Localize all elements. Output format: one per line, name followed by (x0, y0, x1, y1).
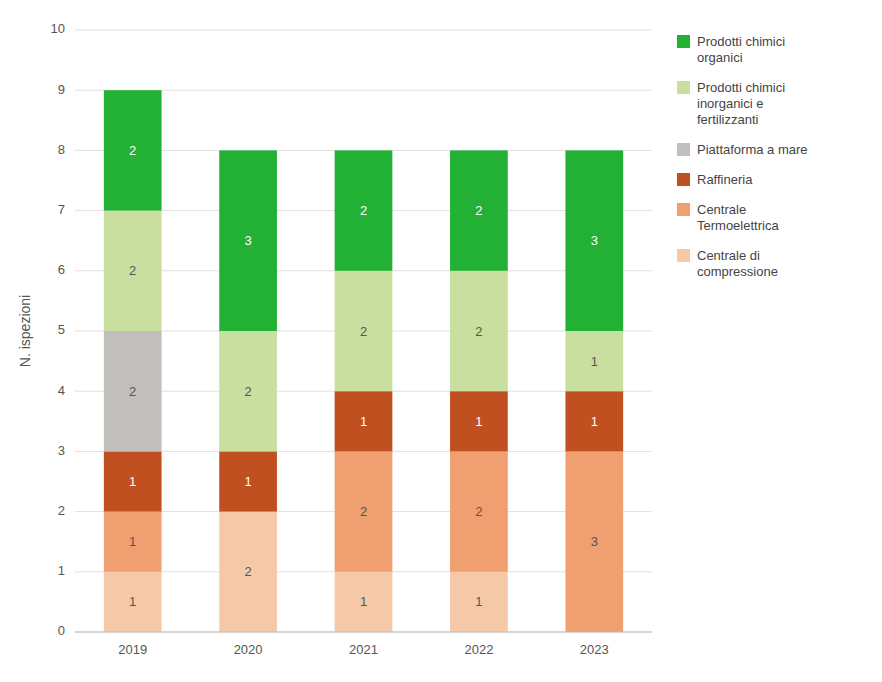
legend-label-line: Prodotti chimici (697, 34, 785, 49)
grid-line (75, 30, 652, 31)
legend-label-line: Prodotti chimici (697, 80, 785, 95)
data-label: 2 (475, 324, 482, 339)
data-label: 1 (591, 354, 598, 369)
x-tick-label: 2021 (349, 642, 378, 657)
data-label: 2 (244, 564, 251, 579)
bar-segment (565, 391, 623, 451)
legend-label-line: Centrale di (697, 248, 760, 263)
data-label: 1 (244, 474, 251, 489)
legend-swatch (677, 249, 690, 262)
data-label: 3 (244, 233, 251, 248)
legend-label: Raffineria (697, 172, 753, 187)
y-tick-label: 10 (51, 21, 65, 36)
bar-segment (335, 391, 393, 451)
legend-swatch (677, 81, 690, 94)
data-label: 2 (129, 143, 136, 158)
data-labels: 1 2 1 1 1 2 2 3 1 1 1 1 1 2 2 2 2 2 1 2 3 2 2 3 (129, 143, 598, 610)
legend-swatch (677, 143, 690, 156)
bar-segment (450, 150, 508, 270)
bar-segment (565, 331, 623, 391)
bar-segment (219, 331, 277, 451)
bar-segment (565, 150, 623, 331)
chart: 0 1 2 3 4 5 6 7 8 9 10 1 2 1 1 1 2 2 3 1 1 1 1 1 2 2 2 2 2 1 2 3 2 2 3 2019… (0, 0, 882, 682)
x-tick-label: 2023 (580, 642, 609, 657)
legend-label-line: Raffineria (697, 172, 753, 187)
page: {"chart_data": { "type": "bar", "stacked… (0, 0, 882, 682)
legend-label: Piattaforma a mare (697, 142, 808, 157)
y-tick-label: 3 (58, 443, 65, 458)
legend-label-line: Piattaforma a mare (697, 142, 808, 157)
x-tick-label: 2022 (464, 642, 493, 657)
bar-segment (104, 572, 162, 632)
data-label: 2 (129, 263, 136, 278)
data-label: 1 (475, 414, 482, 429)
bar-segment (565, 451, 623, 632)
data-label: 2 (129, 384, 136, 399)
bar-segment (104, 331, 162, 451)
x-axis-line (75, 632, 652, 633)
bar-segment (104, 451, 162, 511)
bar-segment (450, 271, 508, 391)
bar-segment (335, 150, 393, 270)
legend-label: Prodotti chimiciorganici (697, 34, 785, 65)
bar-segment (219, 451, 277, 511)
data-label: 2 (475, 504, 482, 519)
y-axis-label: N. ispezioni (17, 295, 33, 367)
legend-swatch (677, 35, 690, 48)
bar-segment (450, 572, 508, 632)
bar-segment (104, 211, 162, 331)
legend-label: CentraleTermoelettrica (697, 202, 779, 233)
legend-label-line: fertilizzanti (697, 112, 759, 127)
y-tick-label: 8 (58, 142, 65, 157)
bar-segment (104, 512, 162, 572)
legend-label-line: inorganici e (697, 96, 764, 111)
y-tick-label: 9 (58, 82, 65, 97)
y-tick-label: 2 (58, 503, 65, 518)
bar-segment (335, 572, 393, 632)
data-label: 1 (475, 594, 482, 609)
bar-segment (335, 451, 393, 571)
data-label: 1 (591, 414, 598, 429)
data-label: 2 (360, 324, 367, 339)
data-label: 1 (360, 414, 367, 429)
data-label: 2 (360, 203, 367, 218)
data-label: 1 (129, 474, 136, 489)
legend-swatch (677, 173, 690, 186)
bar-segment (335, 271, 393, 391)
data-label: 2 (244, 384, 251, 399)
legend-label: Prodotti chimiciinorganici efertilizzant… (697, 80, 785, 127)
data-label: 2 (360, 504, 367, 519)
bar-segment (450, 391, 508, 451)
legend: Prodotti chimiciorganiciProdotti chimici… (677, 34, 808, 279)
data-label: 3 (591, 233, 598, 248)
legend-label-line: compressione (697, 264, 778, 279)
y-tick-label: 5 (58, 322, 65, 337)
legend-label-line: organici (697, 50, 743, 65)
data-label: 2 (475, 203, 482, 218)
bar-segment (219, 512, 277, 632)
x-tick-label: 2020 (234, 642, 263, 657)
bars (104, 90, 623, 632)
grid-line (75, 632, 652, 633)
y-tick-label: 0 (58, 623, 65, 638)
data-label: 1 (129, 534, 136, 549)
y-tick-label: 1 (58, 563, 65, 578)
y-tick-label: 6 (58, 262, 65, 277)
legend-label-line: Termoelettrica (697, 218, 779, 233)
bar-segment (219, 150, 277, 331)
y-tick-label: 4 (58, 383, 65, 398)
data-label: 1 (129, 594, 136, 609)
bar-segment (104, 90, 162, 210)
grid (75, 30, 652, 632)
y-tick-label: 7 (58, 202, 65, 217)
legend-label: Centrale dicompressione (697, 248, 778, 279)
x-tick-label: 2019 (118, 642, 147, 657)
legend-label-line: Centrale (697, 202, 746, 217)
legend-swatch (677, 203, 690, 216)
data-label: 1 (360, 594, 367, 609)
data-label: 3 (591, 534, 598, 549)
bar-segment (450, 451, 508, 571)
